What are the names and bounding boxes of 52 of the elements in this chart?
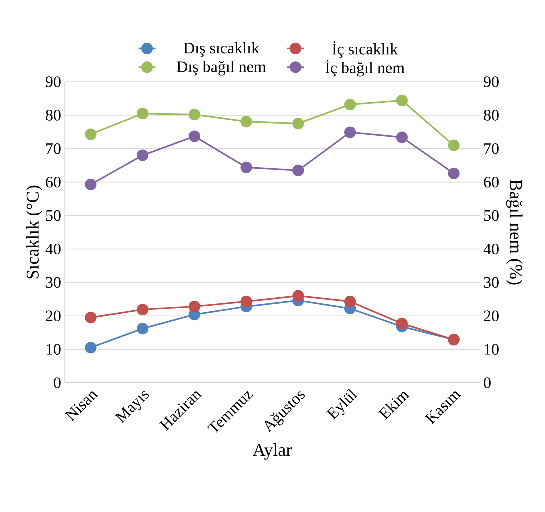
point [344, 126, 356, 138]
point [292, 164, 304, 176]
point [344, 98, 356, 111]
legend-label: Dış sıcaklık [184, 42, 260, 57]
x-axis-title: Aylar [253, 443, 292, 460]
y2-tick-label: 20 [484, 310, 499, 322]
y2-tick-label: 60 [484, 176, 499, 188]
y-tick-label: 90 [46, 76, 61, 88]
point [85, 128, 97, 140]
y-tick-label: 0 [54, 378, 61, 388]
point [448, 140, 460, 152]
point [292, 290, 304, 302]
point [85, 342, 97, 354]
y2-tick-label: 50 [484, 210, 499, 222]
legend-label: İç sıcaklık [332, 41, 398, 58]
y-axis-title: Sıcaklık (°C) [26, 186, 43, 279]
y-tick-label: 30 [46, 277, 61, 288]
y2-tick-label: 40 [484, 244, 499, 255]
point [188, 108, 200, 121]
legend-label: İç bağıl nem [326, 60, 405, 77]
point [137, 108, 149, 120]
point [448, 168, 460, 180]
y2-tick-label: 90 [484, 76, 499, 88]
point [344, 296, 356, 308]
y2-tick-label: 30 [484, 277, 499, 288]
y-tick-label: 60 [46, 176, 61, 188]
point [188, 130, 200, 142]
point [85, 312, 97, 324]
point [396, 132, 408, 144]
y2-tick-label: 70 [484, 143, 499, 154]
point [137, 304, 149, 316]
y2-tick-label: 10 [484, 344, 499, 355]
point [137, 323, 149, 335]
point [396, 318, 408, 330]
point [240, 116, 252, 128]
point [240, 162, 252, 174]
y2-tick-label: 80 [484, 110, 499, 121]
point [240, 296, 252, 308]
point [396, 94, 408, 107]
y2-tick-label: 0 [484, 378, 491, 388]
point [188, 300, 200, 313]
y-tick-label: 50 [46, 210, 61, 222]
point [85, 178, 97, 190]
point [137, 150, 149, 162]
y-tick-label: 10 [46, 344, 61, 355]
y-tick-label: 70 [46, 144, 61, 154]
y2-axis-title: Bağıl nem (%) [506, 180, 523, 285]
y-tick-label: 20 [46, 310, 61, 322]
legend-label: Dış bağıl nem [177, 61, 266, 76]
point [292, 118, 304, 130]
y-tick-label: 80 [46, 110, 61, 121]
y-tick-label: 40 [46, 244, 61, 255]
